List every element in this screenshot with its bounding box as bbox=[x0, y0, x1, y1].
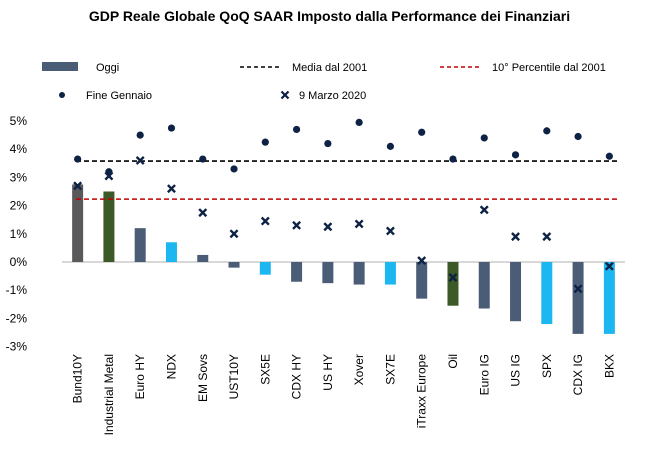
x-marker-point bbox=[323, 222, 333, 232]
y-tick-label: -1% bbox=[6, 283, 28, 297]
bar bbox=[259, 262, 271, 275]
dot-point bbox=[324, 139, 332, 148]
bar bbox=[165, 242, 177, 262]
bar bbox=[134, 228, 146, 262]
x-marker-point bbox=[104, 171, 114, 181]
y-tick-label: 0% bbox=[10, 255, 28, 269]
dot-point bbox=[543, 127, 551, 135]
x-marker-point bbox=[542, 232, 552, 242]
y-tick-label: 2% bbox=[10, 199, 28, 213]
y-tick-label: 5% bbox=[10, 114, 28, 128]
x-tick-label: CDX HY bbox=[290, 354, 304, 399]
dot-point bbox=[136, 131, 144, 139]
bar bbox=[510, 262, 522, 322]
x-marker-point bbox=[198, 208, 208, 218]
dot-point bbox=[167, 124, 176, 132]
legend-label: Media dal 2001 bbox=[292, 62, 367, 74]
bar bbox=[228, 262, 240, 268]
x-tick-label: CDX IG bbox=[571, 354, 585, 395]
legend-swatch-oggi bbox=[42, 62, 78, 71]
x-marker-point bbox=[135, 156, 145, 165]
x-marker-point bbox=[260, 216, 270, 226]
x-tick-label: Bund10Y bbox=[71, 354, 85, 403]
dot-point bbox=[480, 134, 488, 142]
legend-label: 9 Marzo 2020 bbox=[299, 90, 366, 102]
dot-point bbox=[199, 155, 207, 163]
y-tick-label: 1% bbox=[10, 227, 28, 241]
bar bbox=[197, 254, 209, 262]
bar bbox=[103, 191, 115, 262]
x-tick-label: UST10Y bbox=[227, 354, 241, 399]
x-marker-point bbox=[167, 184, 176, 194]
legend-swatch-x bbox=[280, 90, 290, 100]
y-tick-label: 4% bbox=[10, 142, 28, 156]
x-marker-point bbox=[573, 284, 583, 294]
y-tick-label: 3% bbox=[10, 170, 28, 184]
bar bbox=[72, 184, 84, 262]
x-tick-label: iTraxx Europe bbox=[415, 354, 429, 429]
dot-point bbox=[230, 165, 238, 173]
legend-label: Oggi bbox=[96, 62, 119, 74]
x-marker-point bbox=[292, 220, 302, 230]
dot-point bbox=[574, 132, 582, 141]
bar bbox=[447, 262, 459, 306]
x-tick-label: Industrial Metal bbox=[102, 354, 116, 435]
bar bbox=[384, 262, 396, 285]
dot-point bbox=[261, 138, 269, 146]
x-marker-point bbox=[479, 205, 489, 215]
x-marker-point bbox=[354, 219, 364, 229]
dot-point bbox=[511, 151, 520, 159]
x-marker-point bbox=[417, 256, 427, 266]
chart-title: GDP Reale Globale QoQ SAAR Imposto dalla… bbox=[88, 8, 571, 24]
legend-swatch-dot bbox=[59, 92, 65, 98]
dot-point bbox=[386, 142, 395, 150]
x-marker-point bbox=[385, 226, 395, 236]
x-tick-label: SX5E bbox=[258, 354, 272, 385]
bar bbox=[478, 262, 490, 309]
bar bbox=[541, 262, 553, 325]
legend-label: 10° Percentile dal 2001 bbox=[492, 62, 606, 74]
x-tick-label: Oil bbox=[446, 354, 460, 369]
x-tick-label: SX7E bbox=[383, 354, 397, 385]
x-tick-label: EM Sovs bbox=[196, 354, 210, 402]
x-tick-label: US IG bbox=[509, 354, 523, 387]
x-tick-label: US HY bbox=[321, 354, 335, 391]
x-marker-point bbox=[604, 261, 614, 271]
y-tick-label: -2% bbox=[6, 311, 28, 325]
x-marker-point bbox=[229, 229, 239, 239]
dot-point bbox=[418, 128, 426, 136]
x-tick-label: Xover bbox=[352, 354, 366, 385]
dot-point bbox=[292, 125, 301, 134]
x-tick-label: BKX bbox=[602, 354, 616, 378]
legend-label: Fine Gennaio bbox=[86, 90, 152, 102]
bar bbox=[291, 262, 303, 282]
dot-point bbox=[605, 152, 613, 160]
bar bbox=[353, 262, 365, 285]
x-tick-label: Euro IG bbox=[477, 354, 491, 395]
x-marker-point bbox=[73, 181, 83, 191]
bar bbox=[416, 262, 428, 299]
dot-point bbox=[355, 118, 363, 127]
x-tick-label: NDX bbox=[164, 354, 178, 379]
x-tick-label: Euro HY bbox=[133, 354, 147, 399]
dot-point bbox=[74, 155, 82, 163]
x-marker-point bbox=[448, 273, 458, 282]
bar bbox=[603, 262, 615, 334]
bar bbox=[572, 262, 584, 334]
y-tick-label: -3% bbox=[6, 340, 28, 354]
x-marker-point bbox=[511, 232, 520, 242]
x-tick-label: SPX bbox=[540, 354, 554, 378]
bar bbox=[322, 262, 334, 284]
dot-point bbox=[449, 155, 457, 163]
